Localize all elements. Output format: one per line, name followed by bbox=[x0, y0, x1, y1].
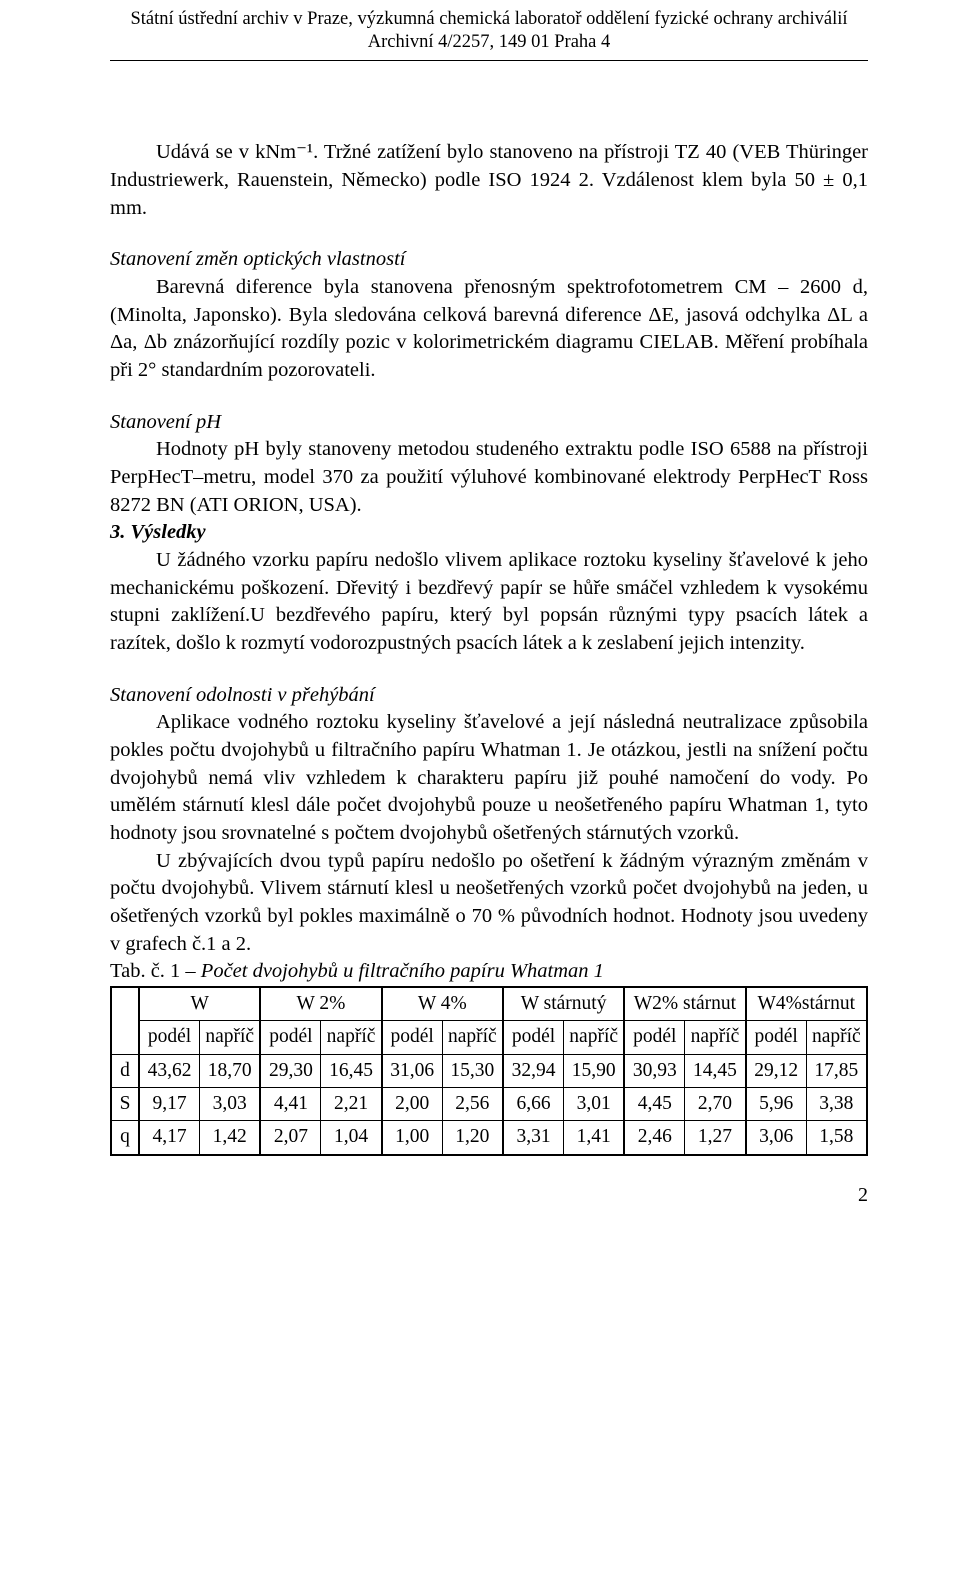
running-header: Státní ústřední archiv v Praze, výzkumná… bbox=[110, 8, 868, 58]
table-cell: 3,31 bbox=[503, 1121, 564, 1155]
table-subheader: napříč bbox=[564, 1021, 625, 1054]
table-cell: 29,12 bbox=[746, 1054, 807, 1087]
table-cell: 30,93 bbox=[624, 1054, 685, 1087]
paragraph: U žádného vzorku papíru nedošlo vlivem a… bbox=[110, 547, 868, 658]
table-cell: 16,45 bbox=[321, 1054, 382, 1087]
table-cell: 3,03 bbox=[200, 1088, 261, 1121]
table-cell: 14,45 bbox=[685, 1054, 746, 1087]
table-subheader: napříč bbox=[806, 1021, 867, 1054]
table-cell: 6,66 bbox=[503, 1088, 564, 1121]
table-group-header: W bbox=[139, 987, 260, 1021]
table-cell: 3,06 bbox=[746, 1121, 807, 1155]
table-cell: 2,46 bbox=[624, 1121, 685, 1155]
table-cell: 2,70 bbox=[685, 1088, 746, 1121]
table-cell: 43,62 bbox=[139, 1054, 200, 1087]
paragraph: U zbývajících dvou typů papíru nedošlo p… bbox=[110, 848, 868, 959]
table-caption-text: Počet dvojohybů u filtračního papíru Wha… bbox=[201, 960, 604, 982]
table-subheader: podél bbox=[260, 1021, 321, 1054]
header-rule bbox=[110, 60, 868, 61]
table-cell: 4,41 bbox=[260, 1088, 321, 1121]
table-cell: 1,00 bbox=[382, 1121, 443, 1155]
table-cell: 17,85 bbox=[806, 1054, 867, 1087]
section-title: 3. Výsledky bbox=[110, 519, 868, 547]
data-table: W W 2% W 4% W stárnutý W2% stárnut W4%st… bbox=[110, 986, 868, 1156]
page-number: 2 bbox=[110, 1182, 868, 1209]
table-cell: 31,06 bbox=[382, 1054, 443, 1087]
table-cell: 4,17 bbox=[139, 1121, 200, 1155]
table-cell: 3,38 bbox=[806, 1088, 867, 1121]
subheading: Stanovení odolnosti v přehýbání bbox=[110, 682, 868, 710]
table-cell: 15,30 bbox=[442, 1054, 503, 1087]
paragraph: Aplikace vodného roztoku kyseliny šťavel… bbox=[110, 709, 868, 847]
table-cell: 2,00 bbox=[382, 1088, 443, 1121]
subsection: Stanovení odolnosti v přehýbání Aplikace… bbox=[110, 682, 868, 959]
paragraph: Udává se v kNm⁻¹. Tržné zatížení bylo st… bbox=[110, 139, 868, 222]
table-group-header: W 2% bbox=[260, 987, 381, 1021]
table-group-header: W stárnutý bbox=[503, 987, 624, 1021]
table-cell: 1,04 bbox=[321, 1121, 382, 1155]
table-cell: 1,41 bbox=[564, 1121, 625, 1155]
table-caption-prefix: Tab. č. 1 – bbox=[110, 960, 201, 982]
table-cell: 18,70 bbox=[200, 1054, 261, 1087]
body-text: Udává se v kNm⁻¹. Tržné zatížení bylo st… bbox=[110, 139, 868, 1208]
subheading: Stanovení změn optických vlastností bbox=[110, 246, 868, 274]
table-row: d 43,6218,70 29,3016,45 31,0615,30 32,94… bbox=[111, 1054, 867, 1087]
table-subheader: podél bbox=[746, 1021, 807, 1054]
table-subheader: napříč bbox=[442, 1021, 503, 1054]
table-subheader: napříč bbox=[685, 1021, 746, 1054]
table-cell: 2,56 bbox=[442, 1088, 503, 1121]
subsection: Stanovení pH Hodnoty pH byly stanoveny m… bbox=[110, 409, 868, 520]
table-cell: 2,07 bbox=[260, 1121, 321, 1155]
table-header-row-2: podélnapříč podélnapříč podélnapříč podé… bbox=[111, 1021, 867, 1054]
table-corner-cell bbox=[111, 987, 139, 1054]
table-cell: 5,96 bbox=[746, 1088, 807, 1121]
table-cell: 9,17 bbox=[139, 1088, 200, 1121]
header-line-2: Archivní 4/2257, 149 01 Praha 4 bbox=[110, 31, 868, 54]
table-group-header: W2% stárnut bbox=[624, 987, 745, 1021]
paragraph: Hodnoty pH byly stanoveny metodou studen… bbox=[110, 436, 868, 519]
paragraph: Barevná diference byla stanovena přenosn… bbox=[110, 274, 868, 385]
table-row-label: d bbox=[111, 1054, 139, 1087]
table-subheader: podél bbox=[624, 1021, 685, 1054]
header-line-1: Státní ústřední archiv v Praze, výzkumná… bbox=[110, 8, 868, 31]
table-caption: Tab. č. 1 – Počet dvojohybů u filtračníh… bbox=[110, 958, 868, 986]
table-subheader: podél bbox=[382, 1021, 443, 1054]
table-cell: 3,01 bbox=[564, 1088, 625, 1121]
subsection: Stanovení změn optických vlastností Bare… bbox=[110, 246, 868, 384]
table-row: q 4,171,42 2,071,04 1,001,20 3,311,41 2,… bbox=[111, 1121, 867, 1155]
table-cell: 1,27 bbox=[685, 1121, 746, 1155]
table-subheader: podél bbox=[139, 1021, 200, 1054]
table-subheader: napříč bbox=[321, 1021, 382, 1054]
table-cell: 1,42 bbox=[200, 1121, 261, 1155]
table-row-label: S bbox=[111, 1088, 139, 1121]
table-group-header: W4%stárnut bbox=[746, 987, 867, 1021]
table-row-label: q bbox=[111, 1121, 139, 1155]
table-cell: 2,21 bbox=[321, 1088, 382, 1121]
table-cell: 4,45 bbox=[624, 1088, 685, 1121]
page: Státní ústřední archiv v Praze, výzkumná… bbox=[0, 0, 960, 1239]
table-cell: 15,90 bbox=[564, 1054, 625, 1087]
table-group-header: W 4% bbox=[382, 987, 503, 1021]
table-subheader: napříč bbox=[200, 1021, 261, 1054]
table-subheader: podél bbox=[503, 1021, 564, 1054]
subheading: Stanovení pH bbox=[110, 409, 868, 437]
table-cell: 32,94 bbox=[503, 1054, 564, 1087]
table-header-row-1: W W 2% W 4% W stárnutý W2% stárnut W4%st… bbox=[111, 987, 867, 1021]
table-cell: 1,58 bbox=[806, 1121, 867, 1155]
table-cell: 29,30 bbox=[260, 1054, 321, 1087]
table-cell: 1,20 bbox=[442, 1121, 503, 1155]
table-row: S 9,173,03 4,412,21 2,002,56 6,663,01 4,… bbox=[111, 1088, 867, 1121]
